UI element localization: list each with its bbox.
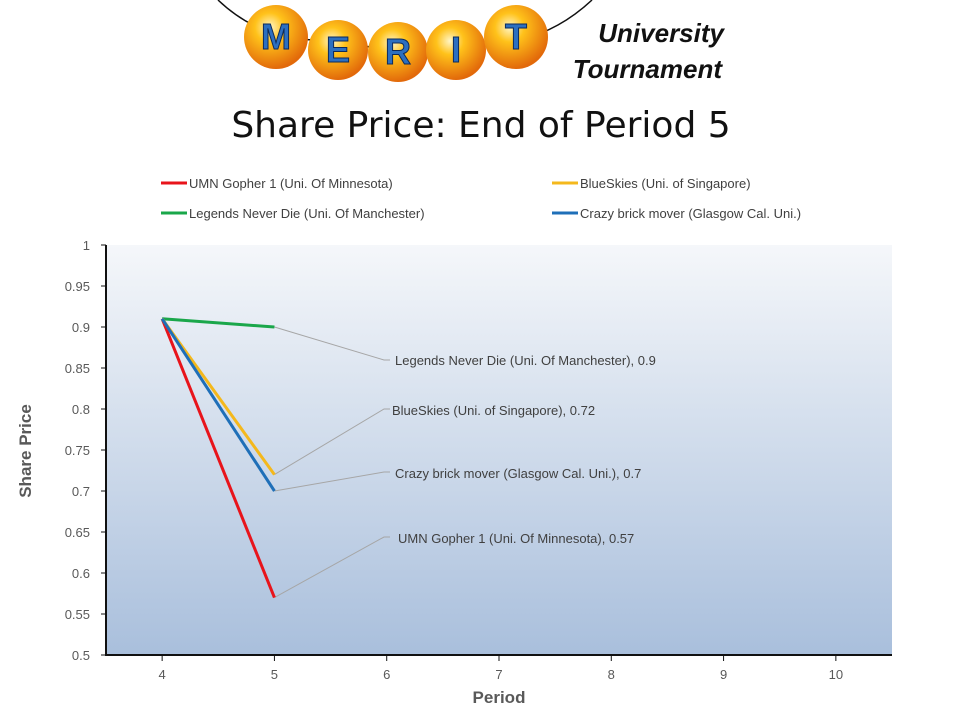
chart-title: Share Price: End of Period 5 bbox=[231, 105, 730, 146]
y-tick-label: 0.95 bbox=[65, 279, 90, 294]
logo-ball bbox=[484, 5, 548, 69]
series-line-umn bbox=[160, 318, 276, 599]
series-line-legends bbox=[162, 317, 275, 329]
y-tick-label: 0.6 bbox=[72, 566, 90, 581]
y-tick-label: 0.9 bbox=[72, 320, 90, 335]
y-tick-label: 0.75 bbox=[65, 443, 90, 458]
series-line-crazy bbox=[160, 317, 276, 492]
legend-label-umn: UMN Gopher 1 (Uni. Of Minnesota) bbox=[189, 176, 393, 191]
annotation-leaders bbox=[274, 326, 390, 599]
legend-label-blueskies: BlueSkies (Uni. of Singapore) bbox=[580, 176, 751, 191]
y-tick-label: 0.55 bbox=[65, 607, 90, 622]
x-tick-label: 10 bbox=[829, 667, 843, 682]
y-tick-label: 0.85 bbox=[65, 361, 90, 376]
leader-line-legends bbox=[274, 326, 390, 361]
x-tick-label: 6 bbox=[383, 667, 390, 682]
y-axis-ticks: 0.5 0.55 0.6 0.65 0.7 0.75 0.8 0.85 0.9 0.95 1 bbox=[65, 238, 106, 663]
x-tick-label: 5 bbox=[271, 667, 278, 682]
y-tick-label: 1 bbox=[83, 238, 90, 253]
y-axis-label: Share Price bbox=[16, 404, 35, 498]
logo-ball bbox=[426, 20, 486, 80]
logo-letter: R bbox=[385, 31, 411, 72]
x-tick-label: 8 bbox=[608, 667, 615, 682]
logo-letter: I bbox=[451, 29, 461, 70]
logo-subtitle-tournament: Tournament bbox=[573, 54, 724, 84]
y-tick-label: 0.65 bbox=[65, 525, 90, 540]
y-tick-label: 0.5 bbox=[72, 648, 90, 663]
logo-ball bbox=[308, 20, 368, 80]
x-axis-label: Period bbox=[473, 688, 526, 707]
annotation-crazy: Crazy brick mover (Glasgow Cal. Uni.), 0… bbox=[395, 466, 641, 481]
series-lines bbox=[160, 317, 276, 599]
y-tick-label: 0.8 bbox=[72, 402, 90, 417]
legend-label-crazy: Crazy brick mover (Glasgow Cal. Uni.) bbox=[580, 206, 801, 221]
data-annotations: UMN Gopher 1 (Uni. Of Minnesota), 0.57 Bl… bbox=[392, 353, 656, 546]
x-tick-label: 9 bbox=[720, 667, 727, 682]
logo-letter: M bbox=[261, 16, 291, 57]
x-axis-ticks: 4 5 6 7 8 9 10 bbox=[159, 655, 843, 682]
plot-area bbox=[105, 245, 892, 655]
leader-line-umn bbox=[274, 536, 390, 599]
logo-letter: T bbox=[505, 16, 527, 57]
legend-label-legends: Legends Never Die (Uni. Of Manchester) bbox=[189, 206, 425, 221]
logo-letter: E bbox=[326, 29, 350, 70]
leader-line-crazy bbox=[274, 471, 390, 492]
annotation-blueskies: BlueSkies (Uni. of Singapore), 0.72 bbox=[392, 403, 595, 418]
x-tick-label: 4 bbox=[159, 667, 166, 682]
leader-line-blueskies bbox=[274, 408, 390, 476]
y-tick-label: 0.7 bbox=[72, 484, 90, 499]
annotation-legends: Legends Never Die (Uni. Of Manchester), … bbox=[395, 353, 656, 368]
logo-ball bbox=[368, 22, 428, 82]
x-tick-label: 7 bbox=[495, 667, 502, 682]
logo-subtitle-university: University bbox=[598, 18, 725, 48]
chart-legend: UMN Gopher 1 (Uni. Of Minnesota) BlueSkie… bbox=[161, 176, 801, 221]
logo-ball bbox=[244, 5, 308, 69]
annotation-umn: UMN Gopher 1 (Uni. Of Minnesota), 0.57 bbox=[398, 531, 634, 546]
